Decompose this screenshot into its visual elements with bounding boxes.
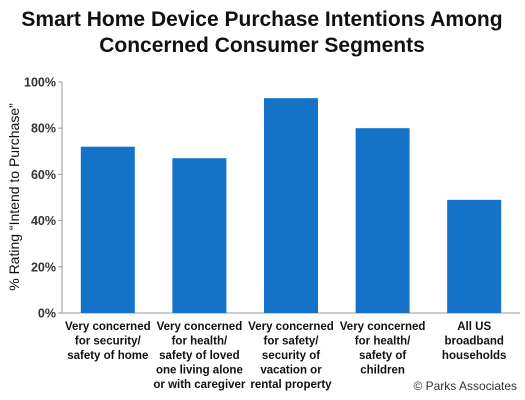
x-axis-categories: Very concerned for security/safety of hom…	[65, 321, 506, 391]
bar	[264, 98, 318, 313]
x-category-label: rental property	[250, 379, 332, 391]
x-category-label: safety of home	[67, 350, 148, 362]
x-category-label: safety of	[359, 350, 406, 362]
x-category-label: Very concerned	[65, 321, 151, 333]
x-category-label: vacation or	[260, 365, 322, 377]
bar	[80, 146, 135, 313]
chart-title-line: Smart Home Device Purchase Intentions Am…	[21, 8, 502, 31]
y-tick-label: 80%	[31, 122, 56, 136]
x-category-label: or with caregiver	[153, 379, 246, 391]
chart-title: Smart Home Device Purchase Intentions Am…	[21, 8, 502, 57]
bar	[447, 199, 502, 313]
y-axis-label: % Rating “Intend to Purchase”	[6, 103, 22, 291]
x-category-label: for security/	[75, 336, 142, 348]
x-category-label: broadband	[444, 336, 503, 348]
x-category-label: Very concerned	[248, 321, 334, 333]
x-category-label: for health/	[355, 336, 411, 348]
y-tick-label: 100%	[24, 76, 56, 90]
chart-title-line: Concerned Consumer Segments	[99, 34, 425, 57]
source-credit: © Parks Associates	[413, 379, 517, 393]
bar	[355, 128, 410, 313]
x-category-label: children	[360, 365, 405, 377]
bar	[172, 158, 227, 313]
x-category-label: security of	[262, 350, 320, 362]
x-category-label: Very concerned	[340, 321, 426, 333]
x-category-label: for health/	[172, 336, 228, 348]
x-category-label: for safety/	[264, 336, 320, 348]
x-category-label: one living alone	[156, 365, 243, 377]
x-category-label: Very concerned	[157, 321, 243, 333]
y-tick-label: 20%	[31, 260, 56, 274]
x-category-label: households	[442, 350, 507, 362]
y-tick-label: 0%	[38, 307, 56, 321]
y-tick-label: 60%	[31, 168, 56, 182]
bars	[80, 98, 502, 313]
x-category-label: All US	[457, 321, 491, 333]
y-tick-label: 40%	[31, 214, 56, 228]
x-category-label: safety of loved	[159, 350, 240, 362]
